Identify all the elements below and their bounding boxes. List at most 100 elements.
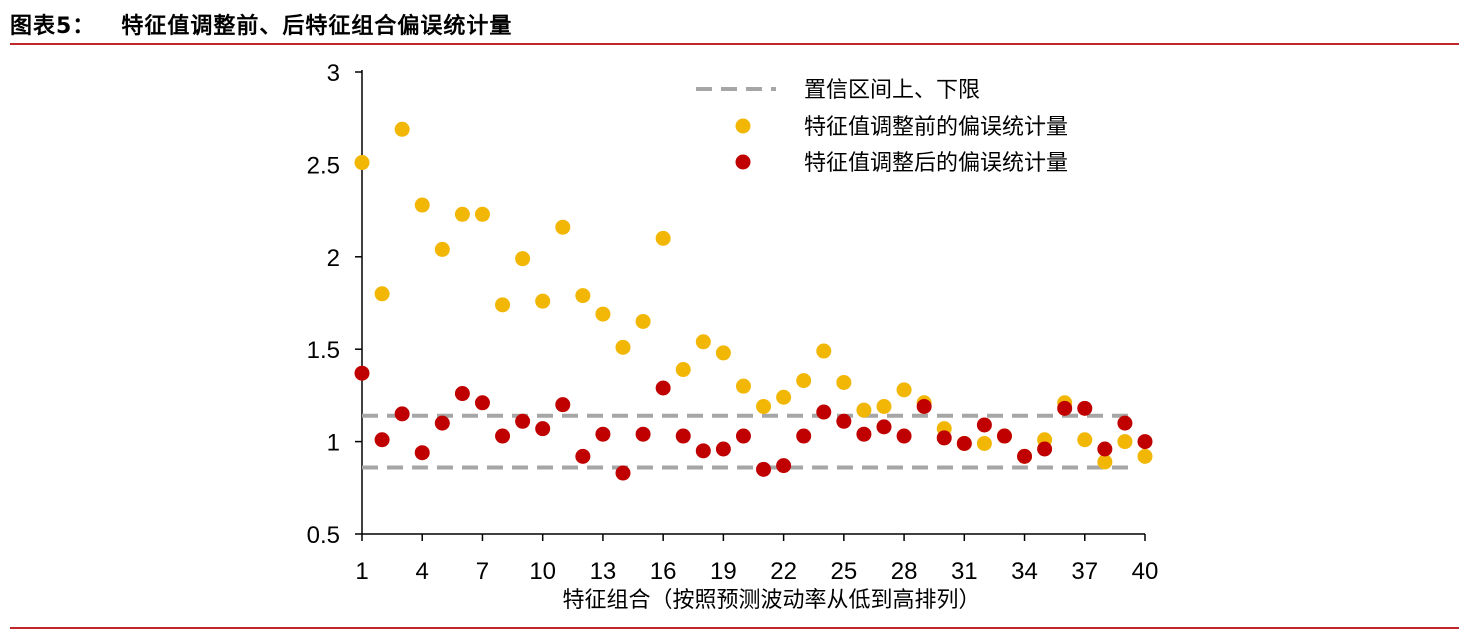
x-tick-label: 31 — [951, 558, 978, 585]
x-tick-label: 16 — [650, 558, 677, 585]
before-adjustment-point — [695, 334, 711, 350]
y-tick-label: 3 — [327, 60, 340, 87]
after-adjustment-point — [756, 461, 772, 477]
before-adjustment-point — [675, 362, 691, 378]
before-adjustment-point — [756, 398, 772, 414]
before-adjustment-point — [1137, 448, 1153, 464]
x-axis-label: 特征组合（按照预测波动率从低到高排列） — [562, 588, 980, 613]
x-tick-label: 40 — [1132, 558, 1159, 585]
before-adjustment-point — [856, 402, 872, 418]
y-tick-label: 0.5 — [307, 522, 340, 549]
top-divider — [10, 43, 1459, 45]
figure-title: 图表5： 特征值调整前、后特征组合偏误统计量 — [10, 8, 512, 40]
after-adjustment-point — [996, 428, 1012, 444]
after-adjustment-point — [595, 426, 611, 442]
x-tick-label: 1 — [355, 558, 368, 585]
before-adjustment-point — [976, 435, 992, 451]
before-adjustment-point — [836, 374, 852, 390]
after-adjustment-point — [956, 435, 972, 451]
confidence-interval-lines — [362, 413, 1131, 470]
before-adjustment-point — [434, 241, 450, 257]
before-adjustment-point — [394, 121, 410, 137]
bottom-divider — [10, 627, 1459, 629]
chart-axes: 0.511.522.531 4 7 10 13 16 19 22 25 28 31 34 37 40 — [307, 60, 1159, 585]
before-adjustment-point — [474, 206, 490, 222]
after-adjustment-point — [615, 465, 631, 481]
after-adjustment-point — [976, 417, 992, 433]
after-adjustment-point — [1077, 400, 1093, 416]
after-adjustment-point — [454, 386, 470, 402]
before-adjustment-point — [1117, 434, 1133, 450]
after-adjustment-point — [715, 441, 731, 457]
before-adjustment-point — [414, 197, 430, 213]
figure-label: 图表5： — [10, 14, 96, 39]
legend-ci-label: 置信区间上、下限 — [804, 78, 980, 103]
after-adjustment-point — [434, 415, 450, 431]
after-adjustment-point — [635, 426, 651, 442]
x-tick-label: 34 — [1011, 558, 1038, 585]
after-adjustment-point — [1137, 434, 1153, 450]
legend-after-swatch — [735, 154, 751, 170]
x-tick-label: 19 — [710, 558, 737, 585]
y-tick-label: 2 — [327, 245, 340, 272]
after-adjustment-point — [555, 397, 571, 413]
after-adjustment-point — [876, 419, 892, 435]
before-adjustment-point — [555, 219, 571, 235]
before-adjustment-point — [796, 373, 812, 389]
legend-before-label: 特征值调整前的偏误统计量 — [804, 115, 1068, 140]
y-tick-label: 2.5 — [307, 152, 340, 179]
before-adjustment-point — [535, 293, 551, 309]
before-adjustment-point — [575, 288, 591, 304]
x-tick-label: 37 — [1071, 558, 1098, 585]
before-adjustment-point — [354, 155, 370, 171]
before-adjustment-point — [876, 398, 892, 414]
x-tick-label: 22 — [770, 558, 797, 585]
after-adjustment-point — [695, 443, 711, 459]
before-adjustment-point — [615, 339, 631, 355]
x-tick-label: 28 — [891, 558, 918, 585]
after-adjustment-point — [474, 395, 490, 411]
after-adjustment-point — [575, 448, 591, 464]
after-adjustment-point — [535, 421, 551, 437]
after-adjustment-point — [896, 428, 912, 444]
before-adjustment-point — [816, 343, 832, 359]
legend-after-label: 特征值调整后的偏误统计量 — [804, 151, 1068, 176]
after-adjustment-point — [394, 406, 410, 422]
before-adjustment-point — [776, 389, 792, 405]
after-adjustment-point — [836, 413, 852, 429]
x-tick-label: 10 — [529, 558, 556, 585]
before-adjustment-point — [735, 378, 751, 394]
after-adjustment-point — [374, 432, 390, 448]
after-adjustment-point — [495, 428, 511, 444]
after-adjustment-point — [414, 445, 430, 461]
after-adjustment-point — [1097, 441, 1113, 457]
after-adjustment-point — [354, 365, 370, 381]
x-tick-label: 7 — [476, 558, 489, 585]
chart-points — [354, 121, 1153, 481]
after-adjustment-point — [776, 458, 792, 474]
after-adjustment-point — [816, 404, 832, 420]
after-adjustment-point — [1017, 448, 1033, 464]
x-tick-label: 25 — [830, 558, 857, 585]
after-adjustment-point — [916, 398, 932, 414]
after-adjustment-point — [515, 413, 531, 429]
after-adjustment-point — [1057, 400, 1073, 416]
before-adjustment-point — [1097, 454, 1113, 470]
after-adjustment-point — [856, 426, 872, 442]
before-adjustment-point — [635, 313, 651, 329]
y-tick-label: 1.5 — [307, 337, 340, 364]
after-adjustment-point — [675, 428, 691, 444]
after-adjustment-point — [655, 380, 671, 396]
before-adjustment-point — [374, 286, 390, 302]
x-tick-label: 13 — [590, 558, 617, 585]
before-adjustment-point — [715, 345, 731, 361]
before-adjustment-point — [1077, 432, 1093, 448]
after-adjustment-point — [796, 428, 812, 444]
figure-title-text: 特征值调整前、后特征组合偏误统计量 — [121, 14, 513, 39]
after-adjustment-point — [936, 430, 952, 446]
before-adjustment-point — [495, 297, 511, 313]
before-adjustment-point — [515, 251, 531, 267]
before-adjustment-point — [896, 382, 912, 398]
